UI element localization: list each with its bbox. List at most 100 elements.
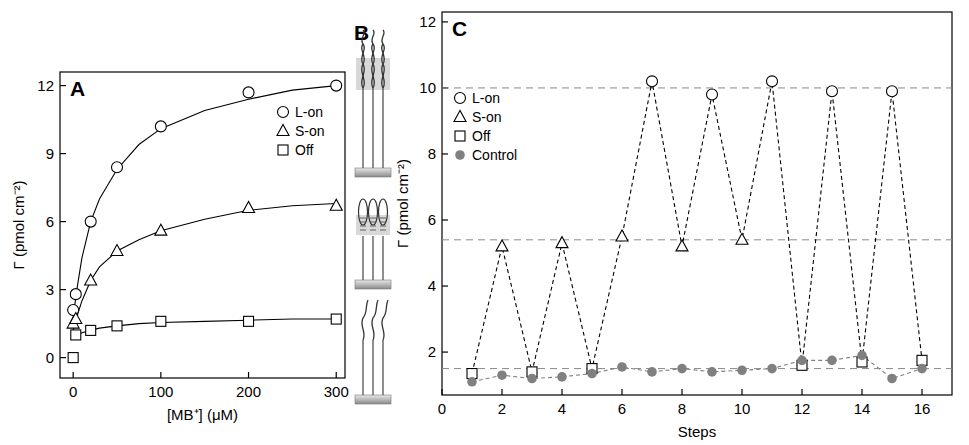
y-tick — [442, 285, 448, 286]
legend-label: S-on — [472, 109, 502, 125]
strand — [362, 300, 368, 340]
base-pair — [370, 218, 376, 219]
data-point — [797, 356, 807, 366]
y-tick — [60, 289, 66, 290]
data-point — [557, 372, 567, 382]
legend-marker — [455, 93, 466, 104]
base-pair — [360, 226, 366, 227]
figure: 0100200300036912L-onS-onOffA[MB⁺] (μM)Γ … — [0, 0, 969, 445]
legend: L-onS-onOffControl — [454, 90, 517, 163]
electrode — [355, 280, 391, 289]
strand — [372, 300, 378, 340]
data-point — [827, 356, 837, 366]
y-tick-label: 6 — [46, 213, 54, 230]
data-point — [86, 325, 96, 335]
x-tick-label: 300 — [324, 383, 349, 400]
y-tick — [60, 357, 66, 358]
base-pair — [370, 226, 376, 227]
panel-letter: C — [452, 17, 467, 40]
data-point — [85, 216, 96, 227]
data-point — [737, 365, 747, 375]
data-point — [244, 316, 254, 326]
x-tick — [861, 389, 862, 395]
base-pair — [380, 226, 386, 227]
x-tick — [501, 389, 502, 395]
schematic: B — [354, 21, 391, 404]
x-tick-label: 16 — [914, 400, 931, 417]
electrode — [355, 168, 391, 177]
data-point — [156, 316, 166, 326]
data-point — [243, 87, 254, 98]
x-tick — [73, 372, 74, 378]
y-tick-label: 0 — [46, 349, 54, 366]
data-point — [112, 162, 123, 173]
data-point — [497, 370, 507, 380]
base-pair — [360, 218, 366, 219]
x-tick — [441, 389, 442, 395]
strand — [362, 30, 365, 88]
data-point — [111, 245, 123, 256]
x-tick-label: 12 — [794, 400, 811, 417]
data-point — [917, 364, 927, 374]
y-axis-title: Γ (pmol cm⁻²) — [10, 180, 27, 269]
y-tick-label: 6 — [428, 211, 436, 228]
y-tick-label: 2 — [428, 343, 436, 360]
y-tick — [442, 21, 448, 22]
x-tick — [336, 372, 337, 378]
strand — [382, 44, 385, 88]
y-axis-title: Γ (pmol cm⁻²) — [394, 159, 411, 248]
data-point — [331, 80, 342, 91]
y-tick-label: 12 — [419, 13, 436, 30]
legend-marker — [277, 125, 289, 136]
base-pair — [360, 222, 366, 223]
y-tick-label: 10 — [419, 79, 436, 96]
data-point — [677, 364, 687, 374]
linker — [362, 236, 363, 280]
x-tick — [561, 389, 562, 395]
data-point — [707, 367, 717, 377]
legend-marker — [278, 145, 288, 155]
x-axis-title: Steps — [678, 423, 716, 440]
x-tick — [621, 389, 622, 395]
x-tick — [921, 389, 922, 395]
x-axis-title: [MB⁺] (μM) — [167, 406, 238, 423]
y-tick — [60, 221, 66, 222]
hairpin-loop — [379, 199, 388, 225]
data-point — [767, 76, 778, 87]
y-tick-label: 3 — [46, 281, 54, 298]
linker — [382, 88, 383, 168]
data-point — [736, 233, 748, 244]
base-pair — [370, 222, 376, 223]
legend-label: L-on — [472, 90, 500, 106]
data-point — [496, 240, 508, 251]
y-tick-label: 8 — [428, 145, 436, 162]
strand — [362, 44, 365, 88]
series-line — [472, 81, 922, 373]
legend-marker — [455, 131, 465, 141]
data-point — [85, 274, 97, 285]
linker — [372, 340, 373, 395]
data-point — [155, 121, 166, 132]
base-pair — [370, 230, 376, 231]
x-tick — [681, 389, 682, 395]
strand — [372, 30, 375, 88]
data-point — [647, 76, 658, 87]
panel-0: 0100200300036912L-onS-onOffA[MB⁺] (μM)Γ … — [10, 72, 349, 423]
x-tick — [248, 372, 249, 378]
x-tick-label: 6 — [618, 400, 626, 417]
strand — [382, 300, 388, 340]
linker — [382, 340, 383, 395]
legend-label: Control — [472, 147, 517, 163]
electrode — [355, 395, 391, 404]
y-tick — [442, 219, 448, 220]
data-point — [71, 330, 81, 340]
series-line — [472, 355, 922, 381]
data-point — [68, 353, 78, 363]
x-tick-label: 200 — [236, 383, 261, 400]
base-pair — [380, 218, 386, 219]
data-point — [647, 367, 657, 377]
panel-letter: A — [70, 77, 85, 100]
legend-marker — [454, 111, 466, 122]
x-tick — [160, 372, 161, 378]
legend-label: L-on — [295, 104, 323, 120]
